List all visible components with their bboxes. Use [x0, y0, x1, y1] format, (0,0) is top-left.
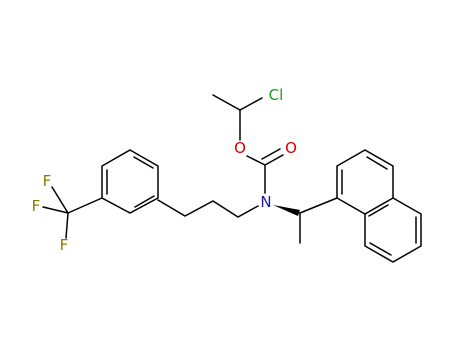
atom-label: F [43, 172, 52, 190]
atom-label: Cl [269, 86, 284, 104]
atom-label: N [260, 193, 271, 211]
atom-label: F [32, 197, 41, 215]
atom-labels: Cl O O N F F F [32, 85, 297, 254]
atom-label: O [234, 139, 246, 157]
bonds [42, 94, 422, 263]
label-bg [264, 85, 290, 105]
wedge-bond [273, 205, 300, 216]
atom-label: F [60, 236, 69, 254]
atom-label: O [285, 139, 297, 157]
